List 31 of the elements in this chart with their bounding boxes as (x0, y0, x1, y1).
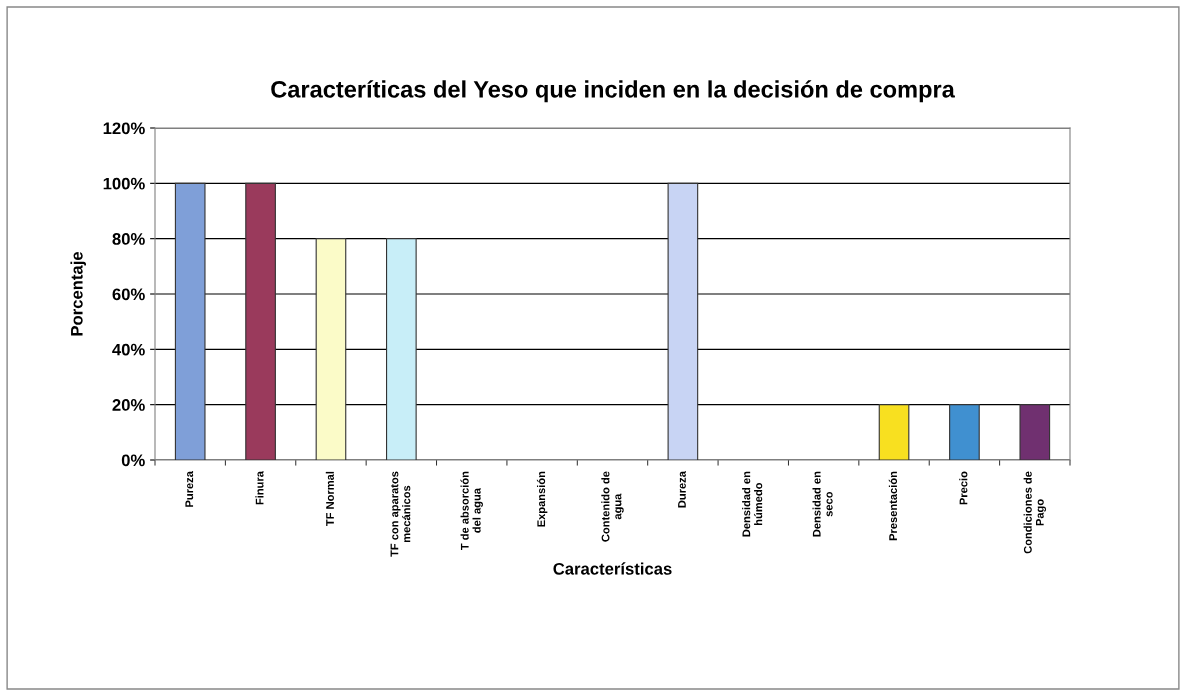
bar (174, 182, 206, 460)
x-tick-label: Precio (959, 471, 968, 505)
x-tick-label: T de absorción del agua (460, 471, 483, 551)
x-tick-label: Densidad en seco (812, 471, 833, 537)
x-tick-label: Presentación (888, 471, 898, 541)
x-tick-label: Condiciones de Pago (1023, 471, 1046, 554)
bar (949, 404, 980, 460)
y-tick-label: 100% (103, 177, 145, 190)
x-tick-label: Expansión (536, 471, 548, 527)
x-tick-label: Contenido de agua (601, 471, 624, 542)
bar (1019, 404, 1051, 460)
y-tick-label: 0% (121, 454, 145, 467)
chart-title: Caracteríticas del Yeso que inciden en la decisión de compra (271, 80, 955, 103)
y-tick-label: 120% (103, 122, 145, 135)
x-tick-label: TF con aparatos mecánicos (390, 471, 411, 557)
bar (245, 182, 276, 460)
y-tick-label: 20% (112, 399, 145, 411)
bar (315, 238, 347, 460)
x-tick-label: Finura (255, 471, 264, 505)
y-axis-title: Porcentaje (70, 251, 86, 336)
x-axis-title: Características (553, 562, 672, 575)
x-tick-label: Densidad en húmedo (742, 471, 763, 537)
bar (878, 404, 910, 460)
y-tick-label: 80% (112, 233, 145, 245)
x-tick-label: Pureza (185, 471, 194, 507)
bar (667, 182, 699, 460)
bar (386, 238, 417, 460)
y-tick-label: 40% (112, 343, 145, 356)
x-tick-label: Dureza (678, 471, 686, 508)
y-tick-label: 60% (112, 288, 145, 301)
x-tick-label: TF Normal (325, 471, 334, 526)
